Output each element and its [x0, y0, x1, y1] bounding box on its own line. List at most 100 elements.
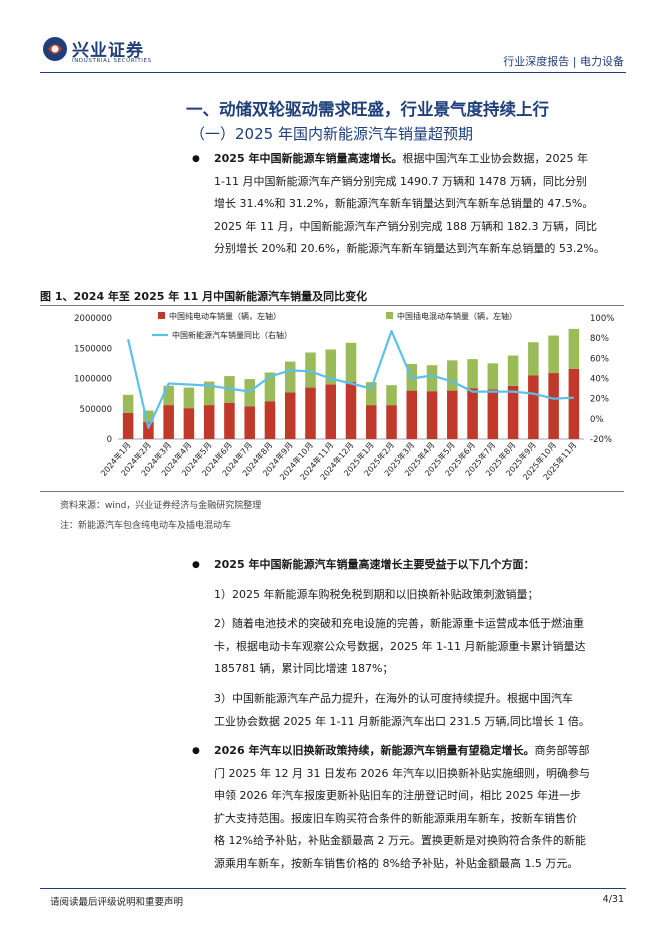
paragraph-2: 2025 年中国新能源汽车销量高速增长主要受益于以下几个方面： 1）2025 年…: [214, 554, 624, 733]
bar-bev: [244, 406, 255, 439]
bar-bev: [447, 390, 458, 439]
figure-title: 图 1、2024 年至 2025 年 11 月中国新能源汽车销量及同比变化: [40, 290, 368, 303]
bar-phev: [507, 355, 519, 386]
report-category: 行业深度报告 | 电力设备: [503, 55, 624, 68]
bar-bev: [507, 385, 519, 439]
y-right-tick-label: 0%: [590, 415, 604, 425]
paragraph-1-line: 1-11 月中国新能源汽车产销分别完成 1490.7 万辆和 1478 万辆，同…: [214, 174, 587, 188]
paragraph-1-line: 分别增长 20%和 20.6%，新能源汽车新车销量达到汽车新车总销量的 53.2…: [214, 242, 605, 256]
figure-top-rule: [40, 305, 624, 306]
bar-bev: [548, 373, 559, 439]
y-right-tick-label: 100%: [590, 314, 614, 324]
bullet-icon: ●: [192, 560, 200, 570]
bar-phev: [163, 385, 174, 406]
legend-label-yoy: 中国新能源汽车销量同比（右轴）: [172, 330, 292, 340]
list-item-line: 185781 辆，累计同比增速 187%；: [214, 662, 394, 676]
paragraph-3: 2026 年汽车以旧换新政策持续，新能源汽车销量有望稳定增长。商务部等部 门 2…: [214, 740, 624, 876]
logo-subtext: INDUSTRIAL SECURITIES: [72, 58, 152, 64]
list-item-line: 工业协会数据 2025 年 1-11 月新能源汽车出口 231.5 万辆,同比增…: [214, 714, 590, 728]
list-item-line: 卡，根据电动卡车观察公众号数据，2025 年 1-11 月新能源重卡累计销量达: [214, 639, 586, 653]
bar-phev: [305, 352, 316, 388]
paragraph-1-line: 2025 年 11 月，中国新能源汽车产销分别完成 188 万辆和 182.3 …: [214, 219, 597, 233]
y-left-tick-label: 2000000: [74, 314, 112, 324]
legend-label-phev: 中国插电混动车销量（辆，左轴）: [397, 311, 517, 321]
bar-phev: [203, 381, 215, 406]
y-left-tick-label: 1000000: [74, 375, 112, 385]
bar-bev: [528, 375, 539, 439]
paragraph-3-line: 格 12%给予补贴，补贴金额最高 2 万元。置换更新是对换购符合条件的新能: [214, 834, 586, 848]
bar-bev: [365, 405, 377, 439]
y-right-tick-label: -20%: [590, 435, 612, 445]
figure-bottom-rule: [40, 491, 624, 492]
bar-phev: [426, 365, 438, 392]
bar-bev: [406, 390, 418, 439]
bar-phev: [284, 361, 296, 393]
bar-bev: [284, 392, 296, 439]
bullet-icon: ●: [192, 154, 200, 164]
bar-bev: [426, 391, 438, 439]
page-number: 4/31: [602, 894, 624, 905]
footer-disclaimer: 请阅读最后评级说明和重要声明: [50, 897, 184, 908]
bar-phev: [345, 342, 357, 383]
bar-phev: [528, 342, 539, 376]
bar-phev: [365, 382, 377, 406]
y-left-tick-label: 1500000: [74, 344, 112, 354]
y-left-tick-label: 0: [107, 435, 112, 445]
paragraph-2-lead: 2025 年中国新能源汽车销量高速增长主要受益于以下几个方面：: [214, 558, 535, 571]
bar-bev: [264, 401, 276, 439]
footer-divider: [40, 888, 626, 889]
paragraph-1-lead: 2025 年中国新能源车销量高速增长。: [214, 152, 403, 165]
bar-phev: [183, 387, 195, 409]
section-heading: 一、动储双轮驱动需求旺盛，行业景气度持续上行: [186, 100, 549, 119]
bar-phev: [143, 410, 154, 423]
bar-bev: [345, 382, 357, 439]
bar-phev: [122, 394, 134, 413]
bar-bev: [143, 422, 154, 439]
bar-bev: [467, 388, 478, 439]
bar-bev: [163, 405, 174, 439]
paragraph-1-line: 根据中国汽车工业协会数据，2025 年: [402, 152, 588, 165]
bar-bev: [122, 412, 134, 439]
y-right-tick-label: 20%: [590, 395, 609, 405]
paragraph-1-line: 增长 31.4%和 31.2%，新能源汽车新车销量达到汽车新车总销量的 47.5…: [214, 197, 594, 211]
bar-phev: [386, 385, 397, 406]
paragraph-3-line: 申领 2026 年汽车报废更新补贴旧车的注册登记时间，相比 2025 年进一步: [214, 789, 581, 803]
bar-bev: [568, 368, 580, 439]
bullet-icon: ●: [192, 746, 200, 756]
paragraph-3-lead: 2026 年汽车以旧换新政策持续，新能源汽车销量有望稳定增长。: [214, 744, 535, 757]
legend-swatch-bev: [158, 312, 165, 319]
list-item: 1）2025 年新能源车购税免税到期和以旧换新补贴政策刺激销量；: [214, 587, 539, 601]
bar-phev: [548, 335, 559, 374]
y-left-tick-label: 500000: [80, 405, 112, 415]
bar-phev: [487, 363, 499, 390]
bar-bev: [224, 402, 235, 439]
bar-bev: [386, 405, 397, 439]
paragraph-3-line: 门 2025 年 12 月 31 日发布 2026 年汽车以旧换新补贴实施细则，…: [214, 766, 590, 780]
paragraph-1: 2025 年中国新能源车销量高速增长。根据中国汽车工业协会数据，2025 年 1…: [214, 148, 624, 261]
legend-label-bev: 中国纯电动车销量（辆，左轴）: [169, 311, 281, 321]
bar-phev: [264, 372, 276, 402]
figure-note: 注：新能源汽车包含纯电动车及插电混动车: [60, 521, 232, 531]
sales-chart: 0 500000 1000000 1500000 2000000 -20% 0% 20% 40%…: [74, 311, 614, 482]
bar-phev: [568, 328, 580, 369]
bar-bev: [325, 384, 337, 439]
legend-swatch-phev: [386, 312, 393, 319]
bar-phev: [325, 349, 337, 385]
list-item: 3）中国新能源汽车产品力提升，在海外的认可度持续提升。根据中国汽车: [214, 691, 573, 705]
y-right-tick-label: 60%: [590, 354, 609, 364]
bar-bev: [203, 405, 215, 439]
paragraph-3-line: 扩大支持范围。报废旧车购买符合条件的新能源乘用车新车，按新车销售价: [214, 811, 577, 825]
bar-bev: [487, 389, 499, 439]
figure-source: 资料来源：wind，兴业证券经济与金融研究院整理: [60, 501, 262, 511]
bar-phev: [447, 360, 458, 391]
bar-phev: [244, 379, 255, 407]
subsection-heading: （一）2025 年国内新能源汽车销量超预期: [190, 125, 473, 143]
yoy-line: [127, 330, 574, 430]
paragraph-3-line: 源乘用车新车，按新车销售价格的 8%给予补贴，补贴金额最高 1.5 万元。: [214, 856, 579, 870]
logo-icon: [43, 37, 67, 61]
header-divider: [40, 72, 626, 73]
bar-bev: [305, 387, 316, 439]
y-right-tick-label: 80%: [590, 334, 609, 344]
paragraph-3-line: 商务部等部: [534, 744, 590, 757]
bar-phev: [467, 359, 478, 389]
